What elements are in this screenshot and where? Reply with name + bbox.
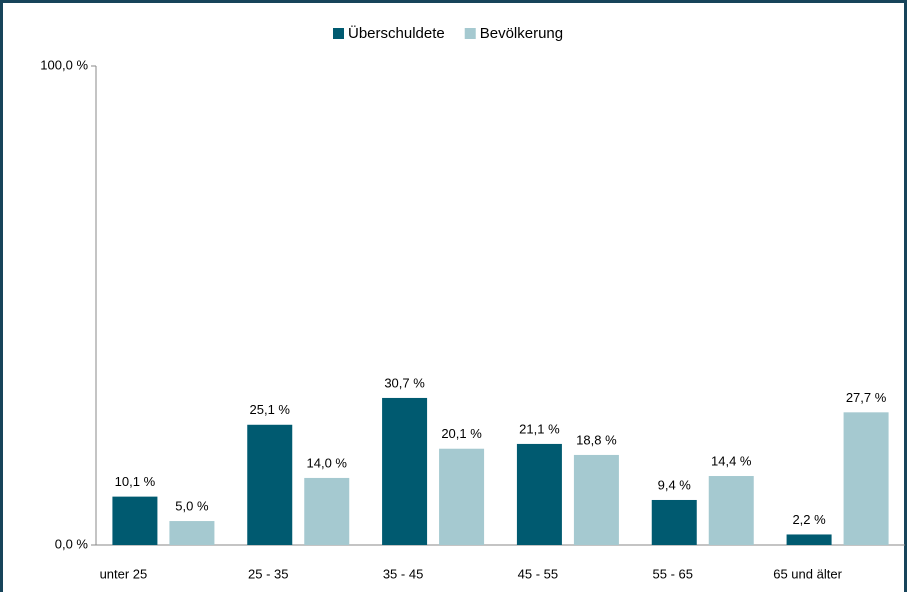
bar: [843, 412, 889, 545]
value-label: 27,7 %: [846, 390, 887, 405]
value-label: 30,7 %: [384, 375, 425, 390]
value-label: 20,1 %: [441, 426, 482, 441]
x-tick-label: 25 - 35: [248, 566, 288, 581]
bar: [708, 476, 754, 545]
value-label: 9,4 %: [658, 477, 692, 492]
value-label: 14,4 %: [711, 453, 752, 468]
value-label: 14,0 %: [307, 455, 348, 470]
bar: [247, 424, 293, 545]
value-label: 10,1 %: [115, 474, 156, 489]
y-tick-label: 0,0 %: [55, 536, 89, 551]
value-label: 5,0 %: [175, 498, 209, 513]
legend-label: Überschuldete: [348, 24, 445, 42]
bar: [573, 454, 619, 545]
value-label: 21,1 %: [519, 421, 560, 436]
legend-label: Bevölkerung: [480, 25, 563, 42]
bar: [786, 534, 832, 545]
x-tick-label: 65 und älter: [773, 566, 842, 581]
y-tick-label: 100,0 %: [40, 57, 88, 72]
x-tick-label: 45 - 55: [518, 566, 558, 581]
value-label: 25,1 %: [250, 402, 291, 417]
bar: [382, 397, 428, 545]
bar: [169, 521, 215, 545]
legend-swatch: [333, 28, 344, 39]
value-label: 18,8 %: [576, 432, 617, 447]
bar: [651, 499, 697, 545]
legend-swatch: [464, 28, 476, 39]
x-tick-label: unter 25: [100, 566, 148, 581]
bar: [112, 496, 158, 545]
bar: [516, 443, 562, 545]
bar: [304, 477, 350, 545]
value-label: 2,2 %: [792, 512, 826, 527]
x-tick-label: 35 - 45: [383, 566, 423, 581]
x-tick-label: 55 - 65: [653, 566, 693, 581]
bar: [439, 448, 485, 545]
